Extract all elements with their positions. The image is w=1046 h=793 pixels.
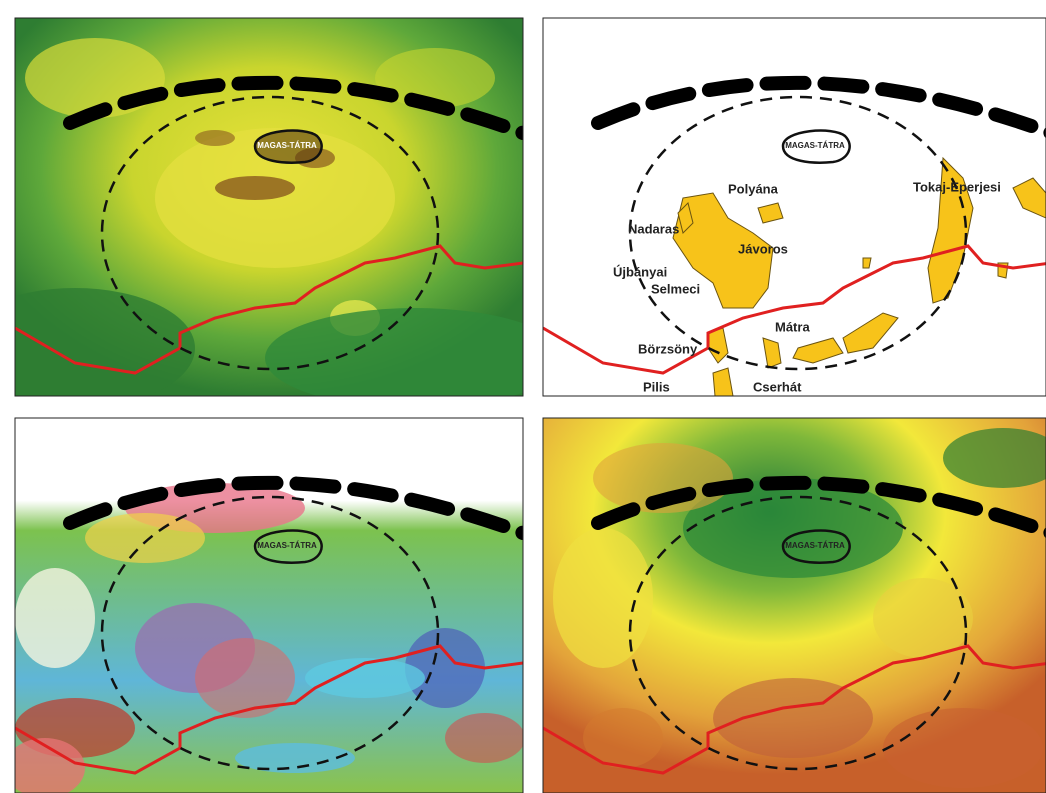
volcanic-area bbox=[863, 258, 871, 268]
place-label: Mátra bbox=[775, 319, 810, 334]
place-label: Jávoros bbox=[738, 241, 788, 256]
page: {"panels": [ {"label": "MAGAS-TÁTRA"}, {… bbox=[0, 0, 1046, 793]
map-content: MAGAS-TÁTRA bbox=[543, 418, 1046, 793]
terrain-patch bbox=[215, 176, 295, 200]
terrain-patch bbox=[85, 513, 205, 563]
terrain-patch bbox=[405, 628, 485, 708]
map-content: MAGAS-TÁTRA bbox=[0, 18, 565, 408]
terrain-patch bbox=[713, 678, 873, 758]
tatra-label: MAGAS-TÁTRA bbox=[257, 541, 317, 550]
terrain-patch bbox=[883, 708, 1043, 788]
terrain-patch bbox=[445, 713, 525, 763]
map-figure: MAGAS-TÁTRA MAGAS-TÁTRA Polyána Nadaras Jávo… bbox=[0, 0, 1046, 793]
map-panel: MAGAS-TÁTRA bbox=[5, 418, 525, 793]
map-panel: MAGAS-TÁTRA Polyána Nadaras Jávoros Újbányai… bbox=[543, 18, 1046, 396]
map-content: MAGAS-TÁTRA Polyána Nadaras Jávoros Újbányai… bbox=[543, 18, 1046, 396]
terrain-patch bbox=[15, 568, 95, 668]
map-content: MAGAS-TÁTRA bbox=[5, 418, 525, 793]
terrain-patch bbox=[265, 308, 565, 408]
terrain-patch bbox=[553, 528, 653, 668]
place-label: Selmeci bbox=[651, 281, 700, 296]
terrain-patch bbox=[195, 130, 235, 146]
tatra-label: MAGAS-TÁTRA bbox=[785, 541, 845, 550]
map-panel: MAGAS-TÁTRA bbox=[0, 18, 565, 408]
place-label: Pilis bbox=[643, 379, 670, 394]
tatra-label: MAGAS-TÁTRA bbox=[785, 141, 845, 150]
place-label: Tokaj-Eperjesi bbox=[913, 179, 1001, 194]
place-label: Polyána bbox=[728, 181, 779, 196]
place-label: Nadaras bbox=[628, 221, 679, 236]
place-label: Cserhát bbox=[753, 379, 802, 394]
place-label: Újbányai bbox=[613, 264, 667, 279]
map-panel: MAGAS-TÁTRA bbox=[543, 418, 1046, 793]
terrain-patch bbox=[873, 578, 973, 658]
tatra-label: MAGAS-TÁTRA bbox=[257, 141, 317, 150]
place-label: Börzsöny bbox=[638, 341, 698, 356]
